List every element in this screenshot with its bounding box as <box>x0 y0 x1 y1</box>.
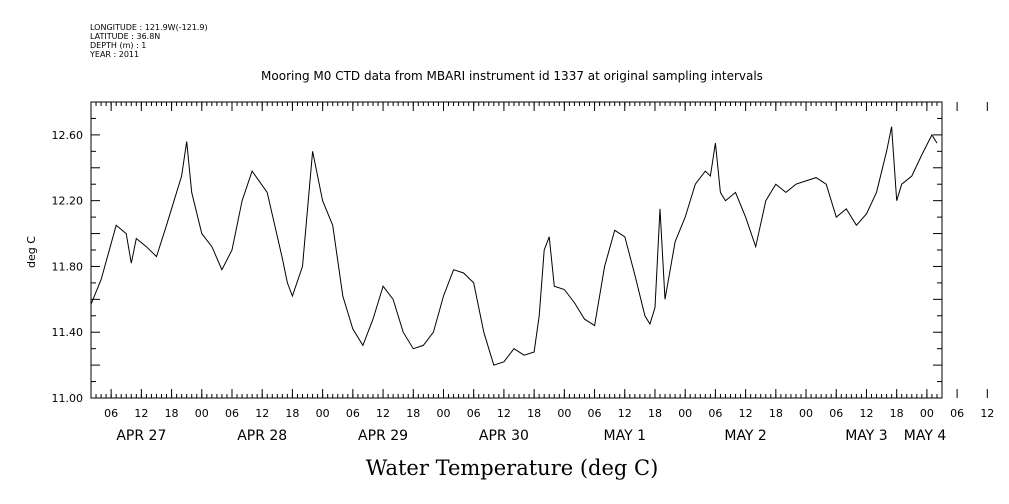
series-layer <box>90 126 938 366</box>
x-tick-label: 18 <box>648 407 662 420</box>
x-tick-label: 12 <box>255 407 269 420</box>
x-tick-label: 06 <box>104 407 118 420</box>
x-tick-label: 18 <box>527 407 541 420</box>
longitude-text: LONGITUDE : 121.9W(-121.9) <box>90 23 208 32</box>
day-label: MAY 3 <box>845 428 887 444</box>
x-tick-label: 12 <box>376 407 390 420</box>
y-tick-label: 12.60 <box>52 129 84 142</box>
x-tick-label: 06 <box>708 407 722 420</box>
day-label: APR 27 <box>116 428 166 444</box>
depth-text: DEPTH (m) : 1 <box>90 41 146 50</box>
y-tick-label: 12.20 <box>52 195 84 208</box>
x-tick-label: 12 <box>134 407 148 420</box>
x-tick-label: 00 <box>436 407 450 420</box>
x-tick-label: 06 <box>829 407 843 420</box>
x-tick-label: 12 <box>739 407 753 420</box>
year-text: YEAR : 2011 <box>89 50 139 59</box>
x-tick-label: 18 <box>890 407 904 420</box>
day-label: APR 29 <box>358 428 408 444</box>
x-tick-label: 00 <box>678 407 692 420</box>
x-tick-label: 12 <box>497 407 511 420</box>
y-tick-label: 11.00 <box>52 392 84 405</box>
y-tick-label: 11.40 <box>52 326 84 339</box>
day-label: APR 30 <box>479 428 529 444</box>
x-axis-label: Water Temperature (deg C) <box>366 456 659 480</box>
day-label: APR 28 <box>237 428 287 444</box>
chart-title: Mooring M0 CTD data from MBARI instrumen… <box>261 69 763 83</box>
x-tick-label: 06 <box>588 407 602 420</box>
x-tick-label: 06 <box>346 407 360 420</box>
x-tick-label: 18 <box>406 407 420 420</box>
axes: 06 12 18 00 06 12 18 00 06 12 18 00 06 12 18 00 06 12 18 00… <box>52 101 994 444</box>
metadata-block: LONGITUDE : 121.9W(-121.9) LATITUDE : 36… <box>89 23 208 59</box>
x-tick-label: 00 <box>195 407 209 420</box>
x-tick-label: 00 <box>557 407 571 420</box>
x-tick-label: 12 <box>980 407 994 420</box>
x-tick-label: 00 <box>799 407 813 420</box>
x-tick-label: 06 <box>467 407 481 420</box>
day-label: MAY 2 <box>724 428 766 444</box>
latitude-text: LATITUDE : 36.8N <box>90 32 160 41</box>
y-axis-label: deg C <box>25 236 38 268</box>
day-label: MAY 1 <box>604 428 646 444</box>
x-tick-label: 12 <box>618 407 632 420</box>
day-label: MAY 4 <box>904 428 947 444</box>
x-tick-label: 06 <box>225 407 239 420</box>
x-tick-label: 18 <box>165 407 179 420</box>
x-tick-label: 12 <box>859 407 873 420</box>
plot-frame <box>90 101 943 399</box>
series-line-0 <box>90 126 938 366</box>
x-tick-label: 06 <box>950 407 964 420</box>
x-tick-label: 00 <box>316 407 330 420</box>
y-tick-label: 11.80 <box>52 260 84 273</box>
x-tick-label: 00 <box>920 407 934 420</box>
x-tick-label: 18 <box>769 407 783 420</box>
x-tick-label: 18 <box>285 407 299 420</box>
